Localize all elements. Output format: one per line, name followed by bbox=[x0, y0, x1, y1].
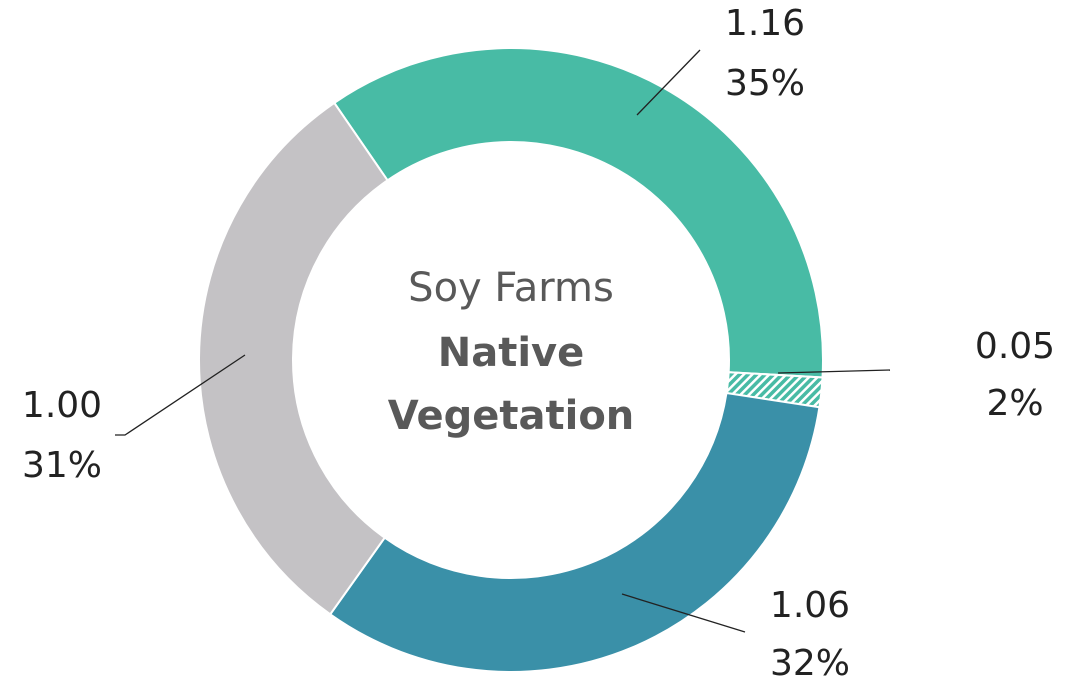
center-title: Native bbox=[438, 330, 585, 376]
percent-label: 32% bbox=[770, 643, 850, 684]
slice bbox=[332, 47, 824, 379]
leader-line bbox=[621, 593, 746, 633]
leader-line bbox=[115, 354, 246, 436]
value-label: 0.05 bbox=[975, 326, 1055, 367]
leader-line bbox=[777, 369, 891, 374]
value-label: 1.00 bbox=[22, 385, 102, 426]
center-title: Vegetation bbox=[388, 393, 635, 439]
value-label: 1.06 bbox=[770, 585, 850, 626]
slices bbox=[198, 47, 824, 673]
percent-label: 31% bbox=[22, 445, 102, 486]
percent-label: 35% bbox=[725, 63, 805, 104]
leader-line bbox=[636, 49, 701, 116]
slice bbox=[328, 391, 821, 673]
labels: 1.16 35% 0.05 2% 1.06 32% 1.00 31% bbox=[22, 3, 1055, 684]
slice bbox=[198, 101, 389, 616]
percent-label: 2% bbox=[986, 383, 1043, 424]
value-label: 1.16 bbox=[725, 3, 805, 44]
center-text: Soy Farms bbox=[408, 265, 614, 311]
